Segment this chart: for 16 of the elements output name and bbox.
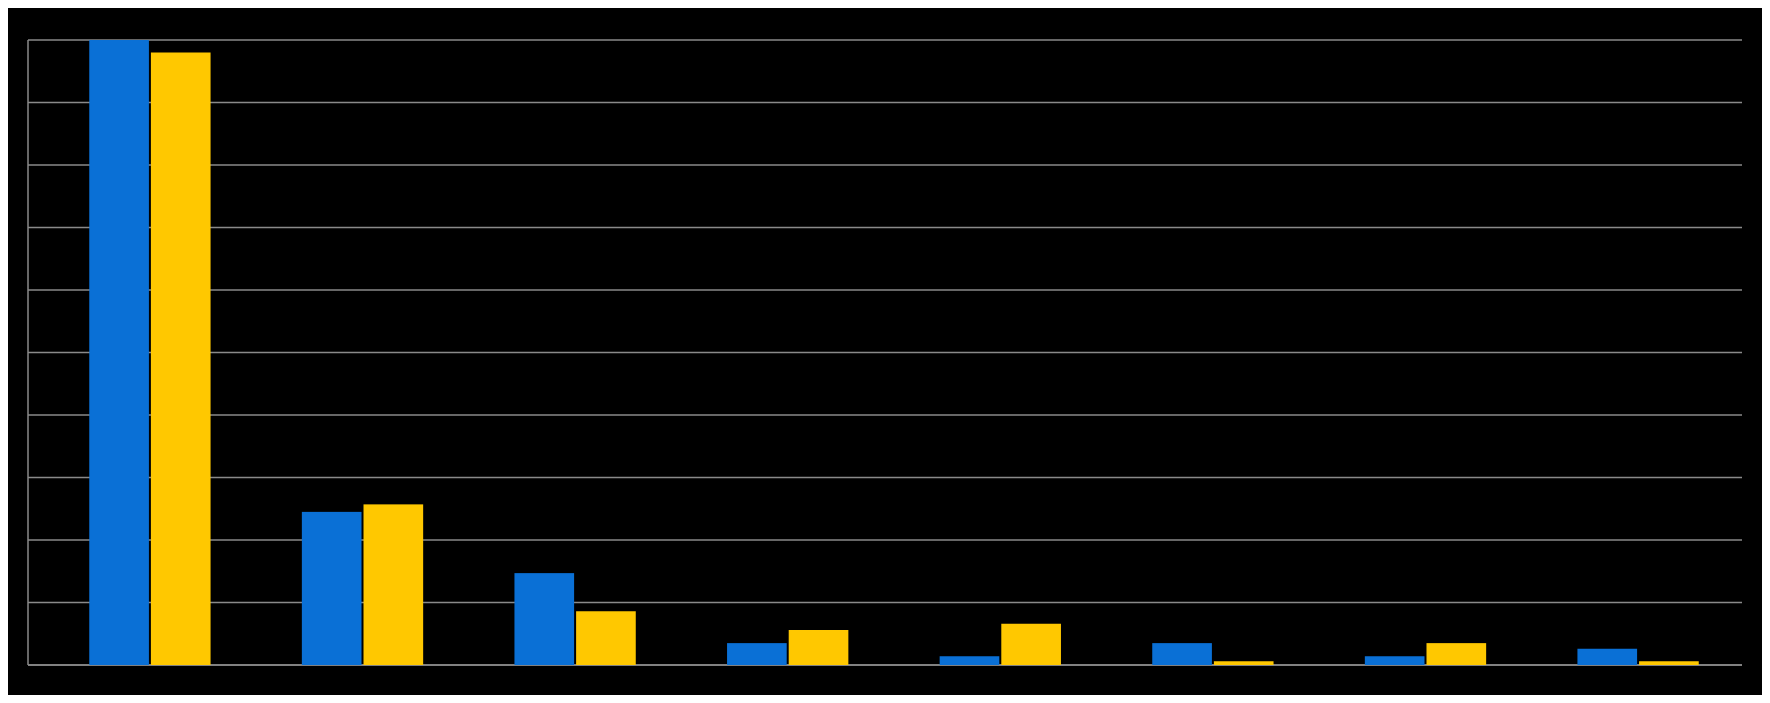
bar (150, 52, 211, 665)
bar (89, 40, 149, 665)
bar (788, 630, 849, 665)
bar (576, 611, 636, 665)
bar (1639, 661, 1699, 665)
bar (1152, 643, 1212, 665)
bar (301, 511, 362, 665)
bar (727, 643, 787, 665)
bar (1426, 643, 1487, 665)
bar (1001, 623, 1061, 665)
bar (514, 573, 575, 665)
bar (939, 656, 1000, 665)
bar (363, 504, 424, 665)
bar (1213, 661, 1274, 665)
bar (1364, 656, 1425, 665)
bar (1577, 648, 1638, 665)
